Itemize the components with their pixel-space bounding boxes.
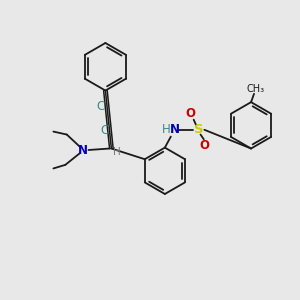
- Text: H: H: [161, 123, 170, 136]
- Text: C: C: [96, 100, 105, 113]
- Text: CH₃: CH₃: [247, 84, 265, 94]
- Text: S: S: [194, 123, 204, 136]
- Text: O: O: [186, 107, 196, 120]
- Text: O: O: [200, 139, 209, 152]
- Text: H: H: [113, 147, 121, 157]
- Text: N: N: [170, 123, 180, 136]
- Text: C: C: [100, 124, 108, 137]
- Text: N: N: [78, 143, 88, 157]
